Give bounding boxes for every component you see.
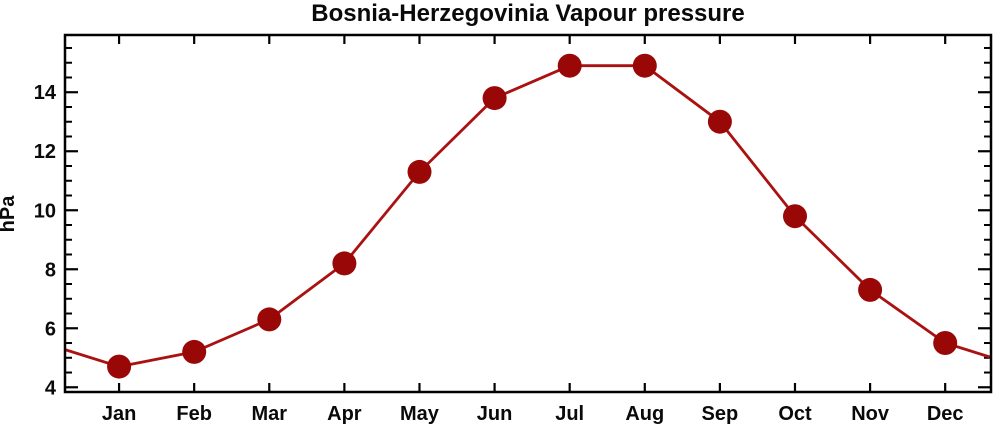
- data-point-may: [407, 159, 432, 184]
- y-axis-major-ticks: [65, 91, 991, 389]
- x-tick-label-nov: Nov: [851, 403, 890, 425]
- x-tick-label-jan: Jan: [102, 403, 136, 425]
- y-tick-label-4: 4: [45, 377, 57, 399]
- x-axis-ticks: [117, 35, 947, 392]
- x-tick-label-sep: Sep: [702, 403, 739, 425]
- x-tick-label-aug: Aug: [625, 403, 664, 425]
- y-tick-label-8: 8: [45, 259, 56, 281]
- data-points: [107, 53, 958, 379]
- x-axis-tick-labels: Jan Feb Mar Apr May Jun Jul Aug Sep Oct Nov Dec: [102, 403, 964, 425]
- vapour-pressure-line: [65, 64, 991, 369]
- data-point-apr: [332, 251, 357, 276]
- x-tick-label-feb: Feb: [176, 403, 212, 425]
- x-tick-label-apr: Apr: [327, 403, 362, 425]
- data-point-feb: [182, 339, 207, 364]
- y-axis-tick-labels: 4 6 8 10 12 14: [34, 82, 57, 399]
- x-tick-label-mar: Mar: [251, 403, 287, 425]
- y-tick-label-6: 6: [45, 318, 56, 340]
- data-point-dec: [933, 331, 958, 355]
- y-axis-minor-ticks: [65, 46, 991, 374]
- y-tick-label-12: 12: [34, 141, 56, 163]
- data-point-jun: [482, 86, 507, 111]
- data-point-oct: [783, 204, 807, 229]
- x-tick-label-may: May: [400, 403, 440, 425]
- y-tick-label-14: 14: [34, 82, 57, 104]
- x-tick-label-jul: Jul: [555, 403, 584, 425]
- data-point-sep: [707, 109, 732, 134]
- data-point-nov: [858, 277, 883, 302]
- data-point-jul: [557, 53, 582, 78]
- x-tick-label-oct: Oct: [778, 403, 812, 425]
- x-tick-label-jun: Jun: [477, 403, 513, 425]
- chart-title: Bosnia-Herzegovinia Vapour pressure: [311, 0, 745, 27]
- x-tick-label-dec: Dec: [927, 403, 964, 425]
- plot-frame: [63, 33, 993, 394]
- data-point-mar: [257, 307, 282, 332]
- data-point-jan: [107, 354, 132, 379]
- y-axis-label: hPa: [0, 195, 19, 233]
- y-tick-label-10: 10: [34, 200, 56, 222]
- data-point-aug: [632, 53, 657, 78]
